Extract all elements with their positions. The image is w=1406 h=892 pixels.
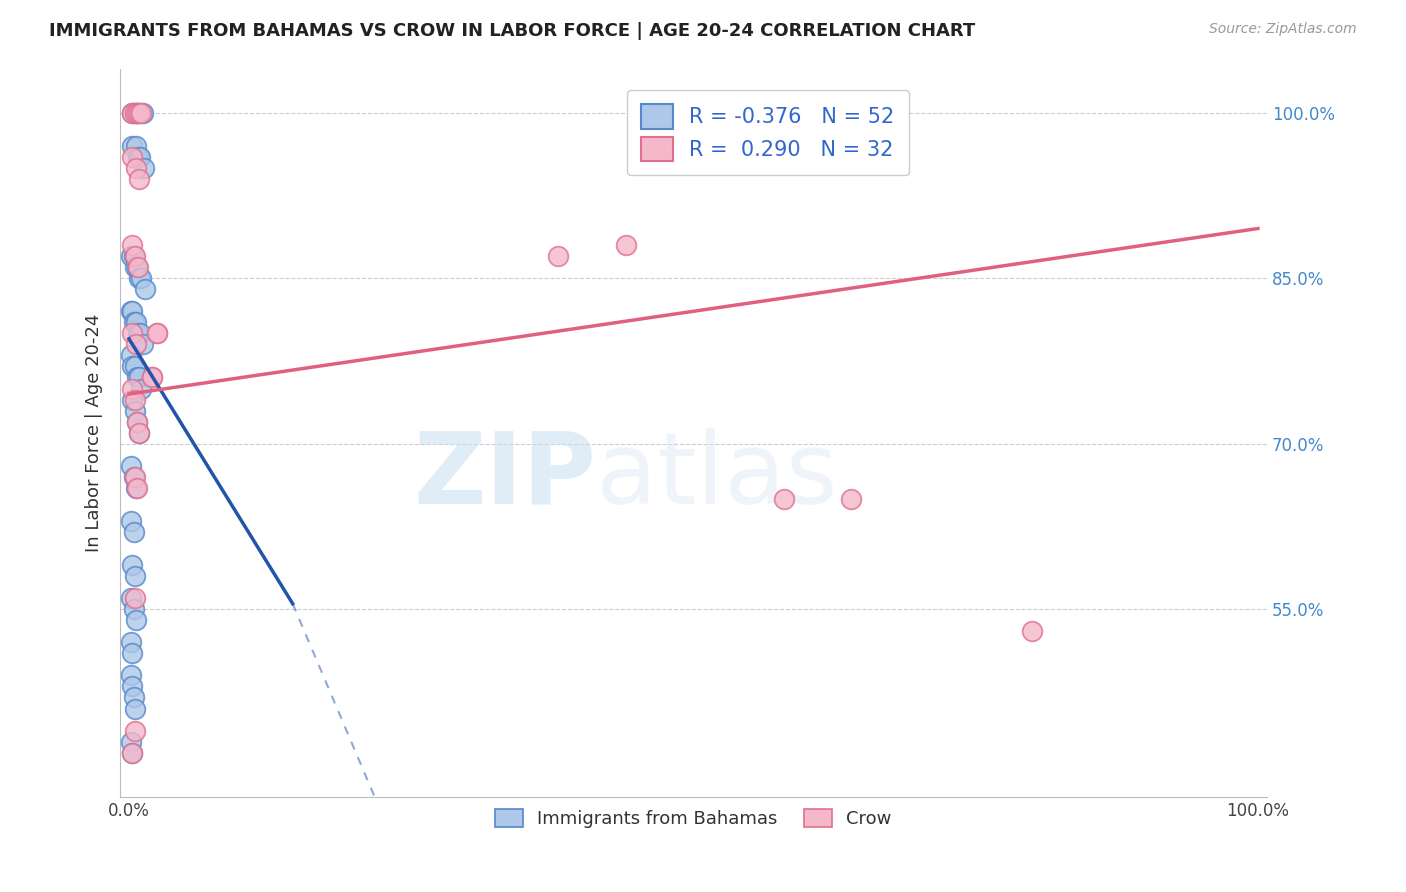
Point (134, 282, 156, 296)
Point (125, 161, 148, 175)
Point (141, 370, 163, 384)
Point (127, 150, 149, 164)
Point (146, 326, 169, 341)
Point (124, 569, 146, 583)
Point (125, 138, 148, 153)
Point (120, 348, 142, 362)
Point (124, 403, 146, 417)
Point (841, 491, 863, 506)
Point (125, 481, 148, 495)
Point (121, 105, 143, 120)
Point (120, 514, 142, 528)
Point (131, 382, 153, 396)
Point (146, 326, 169, 341)
Point (120, 668, 142, 682)
Y-axis label: In Labor Force | Age 20-24: In Labor Force | Age 20-24 (86, 313, 103, 552)
Point (120, 249, 142, 263)
Point (128, 425, 150, 440)
Point (124, 701, 146, 715)
Point (124, 591, 146, 606)
Point (1021, 624, 1043, 639)
Point (124, 723, 146, 738)
Point (122, 315, 145, 329)
Point (125, 105, 148, 120)
Point (121, 238, 143, 252)
Point (125, 337, 148, 351)
Point (128, 105, 150, 120)
Text: atlas: atlas (596, 428, 838, 524)
Point (121, 150, 143, 164)
Text: IMMIGRANTS FROM BAHAMAS VS CROW IN LABOR FORCE | AGE 20-24 CORRELATION CHART: IMMIGRANTS FROM BAHAMAS VS CROW IN LABOR… (49, 22, 976, 40)
Point (122, 602, 145, 616)
Point (124, 249, 146, 263)
Point (127, 260, 149, 274)
Point (121, 382, 143, 396)
Point (129, 326, 152, 341)
Point (772, 491, 794, 506)
Point (120, 304, 142, 318)
Point (141, 370, 163, 384)
Point (121, 304, 143, 318)
Text: Source: ZipAtlas.com: Source: ZipAtlas.com (1209, 22, 1357, 37)
Point (120, 734, 142, 748)
Point (125, 481, 148, 495)
Point (125, 415, 148, 429)
Point (131, 337, 153, 351)
Point (121, 138, 143, 153)
Point (131, 105, 153, 120)
Point (547, 249, 569, 263)
Point (128, 105, 150, 120)
Point (125, 105, 148, 120)
Point (125, 260, 148, 274)
Point (125, 415, 148, 429)
Point (124, 392, 146, 407)
Point (132, 161, 155, 175)
Point (122, 470, 145, 484)
Point (121, 680, 143, 694)
Point (122, 249, 145, 263)
Point (120, 458, 142, 473)
Point (129, 150, 152, 164)
Point (124, 359, 146, 374)
Point (614, 238, 637, 252)
Point (121, 392, 143, 407)
Point (125, 613, 148, 627)
Point (131, 271, 153, 285)
Point (131, 105, 153, 120)
Legend: Immigrants from Bahamas, Crow: Immigrants from Bahamas, Crow (488, 801, 898, 835)
Point (124, 470, 146, 484)
Point (121, 746, 143, 760)
Point (128, 172, 150, 186)
Point (122, 524, 145, 539)
Point (121, 105, 143, 120)
Point (127, 326, 149, 341)
Point (125, 315, 148, 329)
Text: ZIP: ZIP (413, 428, 596, 524)
Point (122, 690, 145, 705)
Point (128, 425, 150, 440)
Point (121, 746, 143, 760)
Point (121, 646, 143, 660)
Point (120, 591, 142, 606)
Point (124, 260, 146, 274)
Point (125, 370, 148, 384)
Point (128, 271, 150, 285)
Point (120, 635, 142, 649)
Point (121, 359, 143, 374)
Point (128, 370, 150, 384)
Point (121, 326, 143, 341)
Point (124, 105, 146, 120)
Point (124, 105, 146, 120)
Point (121, 558, 143, 572)
